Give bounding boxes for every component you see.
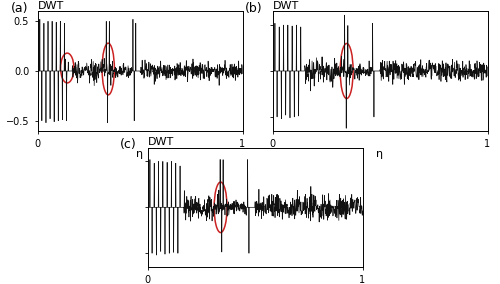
- Text: DWT: DWT: [148, 137, 174, 147]
- X-axis label: η: η: [136, 149, 143, 159]
- X-axis label: η: η: [376, 149, 384, 159]
- Text: (a): (a): [11, 2, 28, 15]
- Text: DWT: DWT: [38, 1, 64, 11]
- Text: (c): (c): [120, 138, 136, 151]
- Text: DWT: DWT: [272, 1, 299, 11]
- Text: (b): (b): [244, 2, 262, 15]
